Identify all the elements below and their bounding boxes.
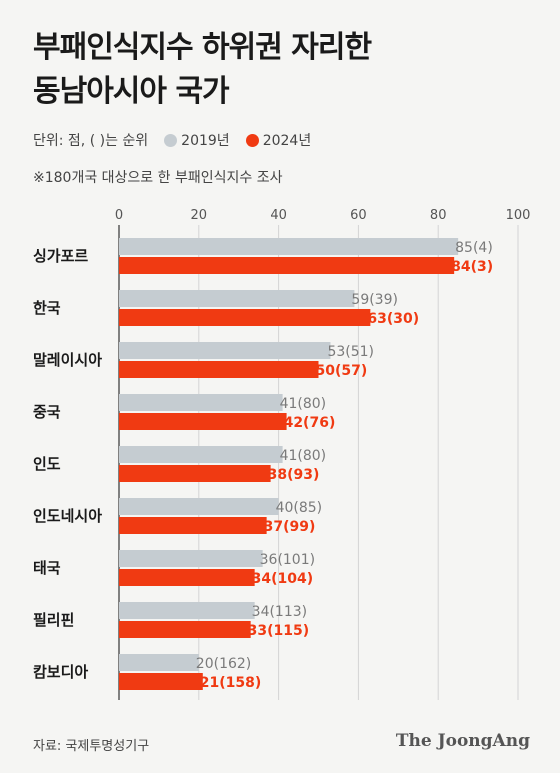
x-tick-label: 100: [506, 208, 531, 223]
category-label: 인도네시아: [33, 507, 102, 525]
x-tick-label: 60: [350, 208, 367, 223]
data-label-2024: 50(57): [316, 363, 368, 379]
bar-2019: [119, 394, 283, 411]
data-label-2024: 33(115): [248, 623, 310, 639]
category-label: 캄보디아: [33, 663, 88, 681]
bar-2019: [119, 498, 279, 515]
chart-title-line1: 부패인식지수 하위권 자리한: [33, 30, 372, 65]
data-label-2024: 38(93): [268, 467, 320, 483]
category-label: 싱가포르: [33, 247, 88, 265]
data-label-2019: 85(4): [455, 240, 493, 256]
bar-2024: [119, 361, 319, 378]
bar-chart: 0 20 40 60 80 100 싱가포르 85(4) 84(3) 한국 59(39) 63(30)…: [33, 208, 531, 700]
data-label-2024: 21(158): [200, 675, 262, 691]
data-label-2024: 63(30): [367, 311, 419, 327]
category-label: 말레이시아: [33, 351, 102, 369]
data-label-2019: 34(113): [252, 604, 307, 620]
bar-2024: [119, 569, 255, 586]
bar-2019: [119, 654, 199, 671]
data-label-2019: 41(80): [280, 448, 327, 464]
bar-2024: [119, 257, 455, 274]
data-label-2024: 42(76): [284, 415, 336, 431]
bar-2019: [119, 238, 459, 255]
data-label-2024: 37(99): [264, 519, 316, 535]
data-label-2019: 41(80): [280, 396, 327, 412]
legend-label-2019: 2019년: [181, 133, 230, 149]
category-label: 태국: [33, 559, 61, 577]
bar-2024: [119, 413, 287, 430]
bar-2019: [119, 290, 355, 307]
data-label-2019: 20(162): [196, 656, 251, 672]
brand-logo: The JoongAng: [395, 731, 530, 751]
x-tick-label: 20: [191, 208, 208, 223]
bar-2024: [119, 621, 251, 638]
bar-2024: [119, 517, 267, 534]
data-label-2024: 34(104): [252, 571, 314, 587]
legend: 단위: 점, ( )는 순위 2019년 2024년: [33, 130, 311, 150]
source-text: 자료: 국제투명성기구: [33, 739, 150, 754]
category-label: 필리핀: [33, 611, 74, 629]
chart-title-line2: 동남아시아 국가: [33, 74, 230, 109]
data-label-2019: 36(101): [260, 552, 315, 568]
unit-text: 단위: 점, ( )는 순위: [33, 133, 149, 149]
legend-label-2024: 2024년: [262, 133, 312, 149]
data-label-2019: 40(85): [276, 500, 323, 516]
category-label: 중국: [33, 403, 61, 421]
data-label-2024: 84(3): [451, 259, 493, 275]
x-tick-label: 80: [430, 208, 447, 223]
legend-swatch-2024: [245, 133, 259, 147]
x-tick-label: 40: [270, 208, 287, 223]
bar-2019: [119, 602, 255, 619]
bar-2019: [119, 550, 263, 567]
category-label: 인도: [33, 455, 61, 473]
data-label-2019: 53(51): [327, 344, 374, 360]
bar-2019: [119, 446, 283, 463]
data-label-2019: 59(39): [351, 292, 398, 308]
x-tick-label: 0: [115, 208, 123, 223]
survey-note: ※180개국 대상으로 한 부패인식지수 조사: [33, 170, 283, 186]
legend-swatch-2019: [164, 133, 178, 147]
bar-2024: [119, 673, 203, 690]
category-label: 한국: [33, 299, 61, 317]
bar-2019: [119, 342, 331, 359]
bar-2024: [119, 465, 271, 482]
chart-title: 부패인식지수 하위권 자리한 동남아시아 국가: [33, 26, 533, 114]
bar-2024: [119, 309, 371, 326]
